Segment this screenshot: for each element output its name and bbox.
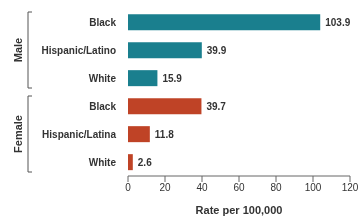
- svg-text:100: 100: [305, 182, 322, 193]
- svg-text:White: White: [89, 73, 117, 84]
- svg-text:Hispanic/Latina: Hispanic/Latina: [42, 129, 116, 140]
- svg-text:80: 80: [270, 182, 282, 193]
- svg-text:Black: Black: [89, 17, 116, 28]
- svg-text:39.7: 39.7: [206, 101, 226, 112]
- svg-text:39.9: 39.9: [207, 45, 227, 56]
- svg-text:Male: Male: [12, 38, 24, 62]
- svg-text:Female: Female: [12, 115, 24, 153]
- svg-text:2.6: 2.6: [138, 157, 152, 168]
- svg-text:60: 60: [233, 182, 245, 193]
- svg-text:Rate per 100,000: Rate per 100,000: [196, 204, 283, 216]
- svg-text:Hispanic/Latino: Hispanic/Latino: [42, 45, 116, 56]
- svg-text:15.9: 15.9: [162, 73, 182, 84]
- svg-text:20: 20: [159, 182, 171, 193]
- svg-text:120: 120: [342, 182, 356, 193]
- svg-text:11.8: 11.8: [155, 129, 174, 140]
- svg-text:0: 0: [125, 182, 131, 193]
- svg-text:White: White: [89, 157, 117, 168]
- svg-text:Black: Black: [89, 101, 116, 112]
- svg-text:40: 40: [196, 182, 208, 193]
- svg-text:103.9: 103.9: [325, 17, 350, 28]
